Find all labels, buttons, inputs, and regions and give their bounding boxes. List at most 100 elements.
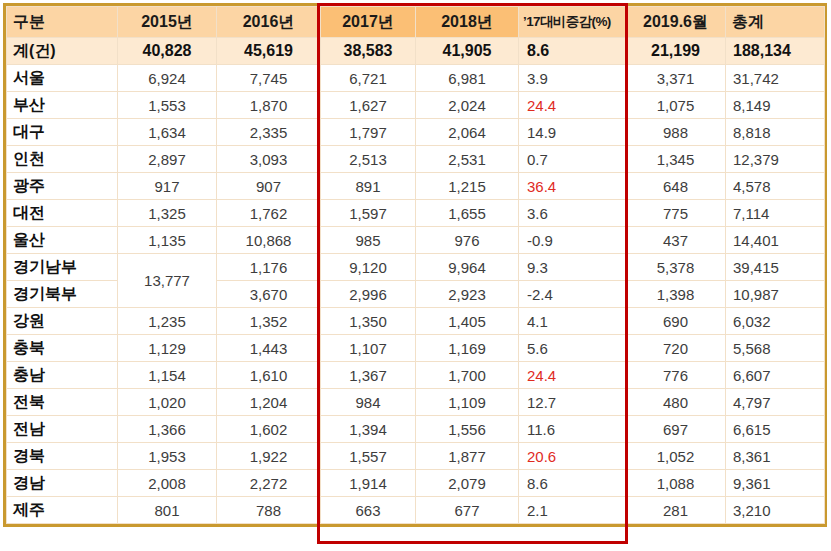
cell-y2018: 41,905 [416,38,519,65]
table-row: 대전1,3251,7621,5971,6553.67757,114 [7,200,825,227]
cell-change: 8.6 [519,38,626,65]
cell-y2017: 1,367 [321,362,416,389]
cell-y2019: 5,378 [626,254,726,281]
cell-y2016: 1,176 [217,254,321,281]
cell-label: 부산 [7,92,118,119]
cell-label: 경북 [7,443,118,470]
cell-y2018: 6,981 [416,65,519,92]
cell-total: 5,568 [726,335,825,362]
cell-y2019: 648 [626,173,726,200]
cell-total: 6,032 [726,308,825,335]
cell-change: -2.4 [519,281,626,308]
cell-y2017: 38,583 [321,38,416,65]
cell-total: 6,607 [726,362,825,389]
cell-y2019: 1,345 [626,146,726,173]
cell-y2015: 2,008 [118,470,217,497]
cell-y2017: 6,721 [321,65,416,92]
cell-change: 11.6 [519,416,626,443]
cell-change: 20.6 [519,443,626,470]
table-row: 제주8017886636772.12813,210 [7,497,825,524]
cell-y2019: 437 [626,227,726,254]
cell-total: 6,615 [726,416,825,443]
cell-y2018: 2,923 [416,281,519,308]
cell-y2016: 1,922 [217,443,321,470]
table-row: 광주9179078911,21536.46484,578 [7,173,825,200]
cell-y2018: 2,024 [416,92,519,119]
table-row: 충남1,1541,6101,3671,70024.47766,607 [7,362,825,389]
cell-label: 대전 [7,200,118,227]
cell-label: 충북 [7,335,118,362]
cell-y2018: 2,531 [416,146,519,173]
cell-y2015: 917 [118,173,217,200]
table-row: 인천2,8973,0932,5132,5310.71,34512,379 [7,146,825,173]
cell-y2019: 1,088 [626,470,726,497]
cell-y2019: 3,371 [626,65,726,92]
cell-y2015: 6,924 [118,65,217,92]
cell-y2017: 1,350 [321,308,416,335]
cell-label: 서울 [7,65,118,92]
cell-y2016: 45,619 [217,38,321,65]
cell-total: 31,742 [726,65,825,92]
cell-y2015: 13,777 [118,254,217,308]
cell-change: 3.9 [519,65,626,92]
cell-y2019: 988 [626,119,726,146]
cell-label: 인천 [7,146,118,173]
cell-change: 5.6 [519,335,626,362]
cell-y2016: 1,443 [217,335,321,362]
cell-y2017: 663 [321,497,416,524]
cell-y2017: 984 [321,389,416,416]
cell-label: 전북 [7,389,118,416]
cell-total: 9,361 [726,470,825,497]
cell-change: -0.9 [519,227,626,254]
cell-label: 계(건) [7,38,118,65]
cell-y2016: 907 [217,173,321,200]
cell-y2016: 7,745 [217,65,321,92]
cell-label: 경기북부 [7,281,118,308]
cell-y2018: 1,109 [416,389,519,416]
cell-change: 4.1 [519,308,626,335]
cell-change: 3.6 [519,200,626,227]
cell-y2017: 985 [321,227,416,254]
header-gubun: 구분 [7,7,118,38]
cell-label: 울산 [7,227,118,254]
cell-label: 강원 [7,308,118,335]
cell-y2018: 9,964 [416,254,519,281]
cell-y2017: 891 [321,173,416,200]
cell-y2017: 1,914 [321,470,416,497]
cell-y2016: 1,762 [217,200,321,227]
cell-y2017: 1,627 [321,92,416,119]
cell-label: 전남 [7,416,118,443]
cell-label: 제주 [7,497,118,524]
cell-label: 경기남부 [7,254,118,281]
cell-label: 충남 [7,362,118,389]
cell-change: 24.4 [519,92,626,119]
cell-y2018: 1,655 [416,200,519,227]
cell-y2019: 776 [626,362,726,389]
cell-y2015: 2,897 [118,146,217,173]
cell-y2018: 1,556 [416,416,519,443]
cell-y2019: 720 [626,335,726,362]
table-row: 대구1,6342,3351,7972,06414.99888,818 [7,119,825,146]
cell-y2016: 1,352 [217,308,321,335]
header-2016: 2016년 [217,7,321,38]
cell-y2018: 1,405 [416,308,519,335]
cell-y2018: 2,079 [416,470,519,497]
cell-change: 12.7 [519,389,626,416]
cell-change: 24.4 [519,362,626,389]
cell-y2015: 1,135 [118,227,217,254]
cell-total: 12,379 [726,146,825,173]
cell-y2018: 1,700 [416,362,519,389]
table-row: 전북1,0201,2049841,10912.74804,797 [7,389,825,416]
table-row: 강원1,2351,3521,3501,4054.16906,032 [7,308,825,335]
cell-change: 36.4 [519,173,626,200]
cell-change: 8.6 [519,470,626,497]
cell-y2018: 2,064 [416,119,519,146]
cell-y2019: 1,052 [626,443,726,470]
table-row: 경북1,9531,9221,5571,87720.61,0528,361 [7,443,825,470]
cell-y2017: 2,996 [321,281,416,308]
cell-total: 14,401 [726,227,825,254]
cell-y2015: 1,325 [118,200,217,227]
cell-y2017: 9,120 [321,254,416,281]
cell-y2018: 976 [416,227,519,254]
cell-y2019: 281 [626,497,726,524]
